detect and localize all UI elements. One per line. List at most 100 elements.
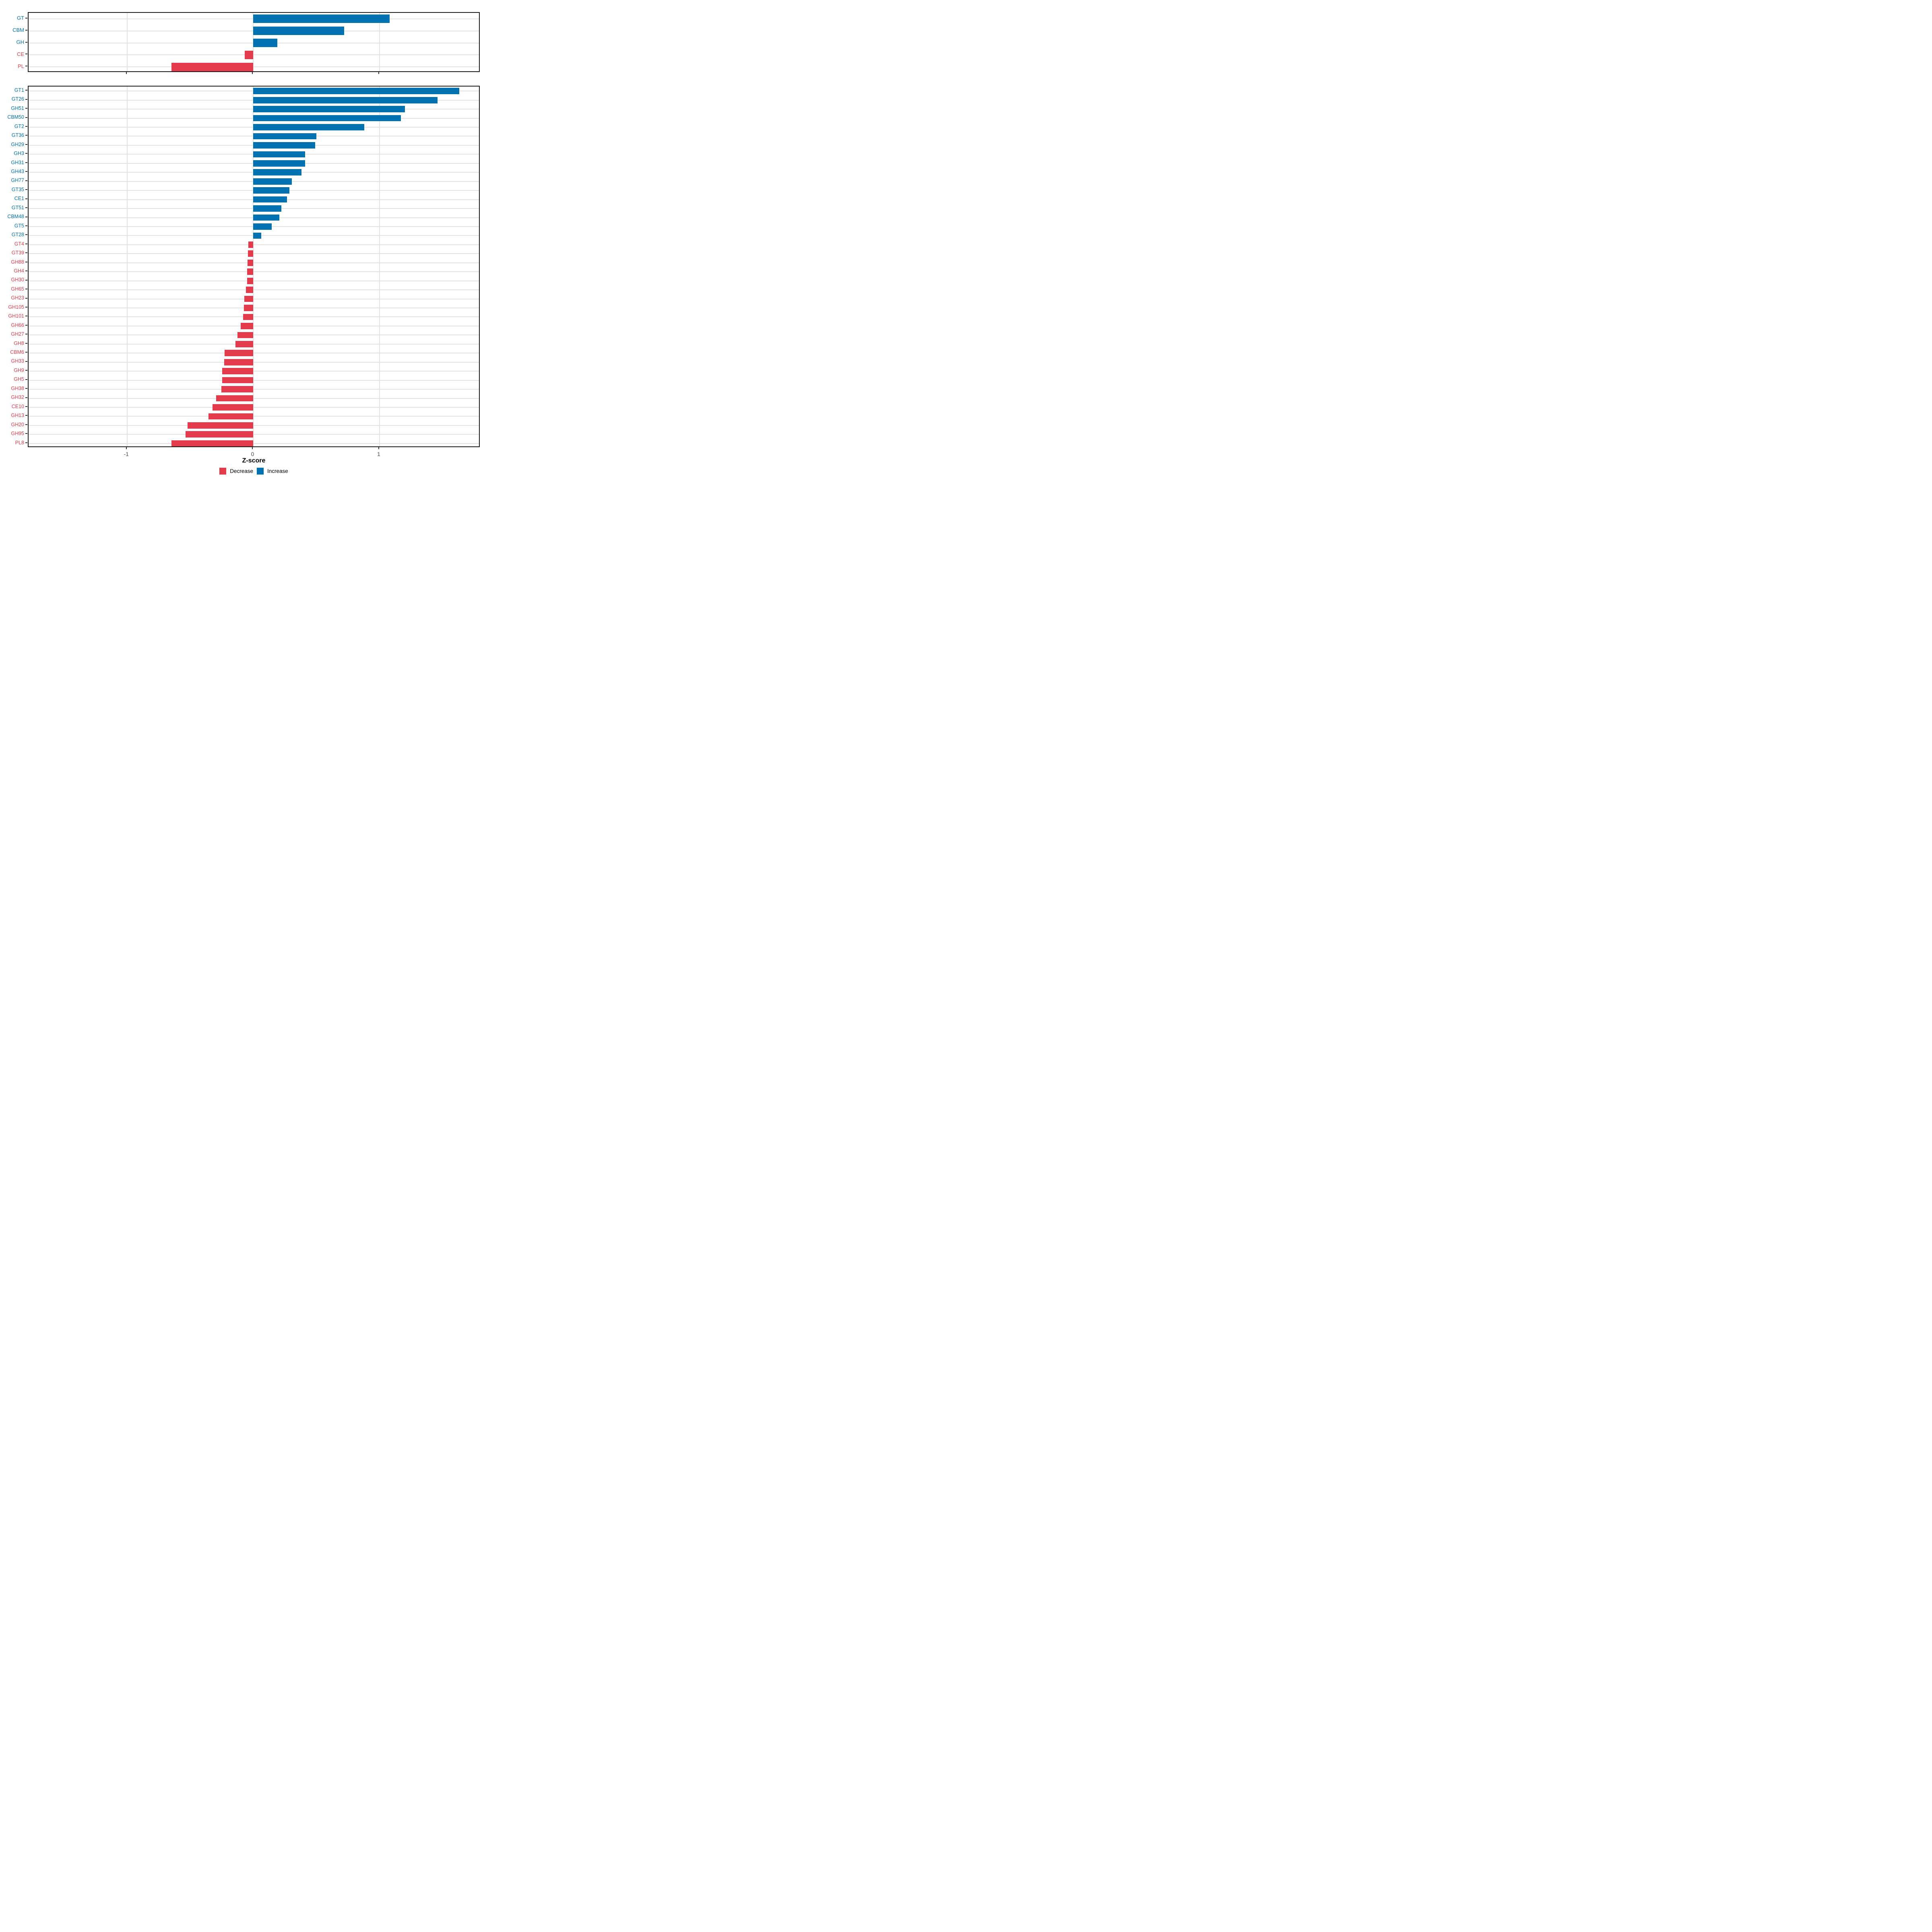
bar xyxy=(253,223,272,230)
row-label: CBM6 xyxy=(10,349,24,355)
row-label: GT26 xyxy=(11,96,24,102)
bar xyxy=(247,268,254,275)
bar xyxy=(187,422,254,429)
y-tick xyxy=(25,415,27,416)
bar xyxy=(253,205,281,212)
y-tick xyxy=(25,279,27,281)
y-tick xyxy=(25,297,27,299)
bar xyxy=(247,259,254,266)
y-tick xyxy=(25,126,27,127)
y-tick xyxy=(25,424,27,425)
gridline-v xyxy=(379,13,380,71)
x-tick-label: 1 xyxy=(377,451,380,457)
y-tick xyxy=(25,153,27,154)
bar xyxy=(216,395,254,402)
bar xyxy=(212,404,254,411)
row-label: GH13 xyxy=(11,413,24,419)
gridline-h xyxy=(29,371,479,372)
y-tick xyxy=(25,379,27,380)
bar xyxy=(253,169,301,176)
x-tick xyxy=(378,447,380,449)
bar xyxy=(253,232,262,239)
row-label: CBM xyxy=(12,27,24,33)
row-label: GH5 xyxy=(14,376,24,382)
row-label: GH3 xyxy=(14,151,24,157)
row-label: CE1 xyxy=(14,196,24,202)
y-tick xyxy=(25,108,27,109)
row-label: GH38 xyxy=(11,385,24,391)
bar xyxy=(253,124,365,130)
x-tick xyxy=(252,72,253,74)
row-label: GT2 xyxy=(14,123,24,129)
gridline-h xyxy=(29,66,479,68)
bar xyxy=(253,106,405,112)
gridline-h xyxy=(29,389,479,390)
subfamilies-panel xyxy=(28,86,480,447)
bar xyxy=(253,196,287,203)
bar xyxy=(244,295,254,302)
y-tick xyxy=(25,252,27,254)
legend-swatch-increase xyxy=(257,468,264,475)
gridline-h xyxy=(29,416,479,417)
bar xyxy=(253,151,305,158)
row-label: PL xyxy=(18,63,24,69)
gridline-h xyxy=(29,253,479,254)
y-tick xyxy=(25,117,27,118)
y-tick xyxy=(25,171,27,172)
bar xyxy=(245,50,254,59)
bar xyxy=(253,133,317,140)
row-label: GH66 xyxy=(11,322,24,328)
row-label: CBM48 xyxy=(7,214,24,220)
bar xyxy=(171,62,254,71)
row-label: GH31 xyxy=(11,159,24,165)
y-tick xyxy=(25,144,27,145)
bar xyxy=(253,115,401,122)
gridline-h xyxy=(29,407,479,408)
y-tick xyxy=(25,207,27,208)
row-label: GT4 xyxy=(14,241,24,247)
gridline-v xyxy=(379,87,380,446)
row-label: GT28 xyxy=(11,232,24,238)
y-tick xyxy=(25,442,27,443)
bar xyxy=(244,305,254,311)
row-label: GH xyxy=(16,39,25,45)
y-tick xyxy=(25,307,27,308)
row-label: CE10 xyxy=(11,403,24,409)
x-tick xyxy=(252,447,253,449)
y-tick xyxy=(25,99,27,100)
gridline-h xyxy=(29,425,479,426)
bar xyxy=(248,242,254,248)
legend-label-decrease: Decrease xyxy=(230,468,253,474)
row-label: GT51 xyxy=(11,204,24,211)
row-label: GH4 xyxy=(14,268,24,274)
gridline-h xyxy=(29,361,479,363)
row-label: GT36 xyxy=(11,132,24,138)
y-tick xyxy=(25,225,27,226)
x-tick-label: 0 xyxy=(251,451,254,457)
gridline-h xyxy=(29,343,479,345)
y-tick xyxy=(25,29,27,31)
row-label: GH8 xyxy=(14,340,24,346)
bar xyxy=(224,350,254,357)
row-label: GH88 xyxy=(11,259,24,265)
bar xyxy=(253,214,279,221)
row-label: GH77 xyxy=(11,178,24,184)
gridline-h xyxy=(29,380,479,381)
row-label: GT5 xyxy=(14,223,24,229)
bar xyxy=(253,142,316,149)
gridline-h xyxy=(29,54,479,56)
gridline-h xyxy=(29,289,479,291)
y-tick xyxy=(25,180,27,181)
y-tick xyxy=(25,198,27,199)
y-tick xyxy=(25,162,27,163)
bar xyxy=(253,39,277,47)
x-axis-title: Z-score xyxy=(242,457,266,464)
bar xyxy=(253,14,390,23)
row-label: GH27 xyxy=(11,331,24,337)
bar xyxy=(237,332,254,339)
y-tick xyxy=(25,234,27,235)
gridline-h xyxy=(29,316,479,318)
bar xyxy=(253,27,345,35)
bar xyxy=(247,277,254,284)
families-panel xyxy=(28,12,480,72)
